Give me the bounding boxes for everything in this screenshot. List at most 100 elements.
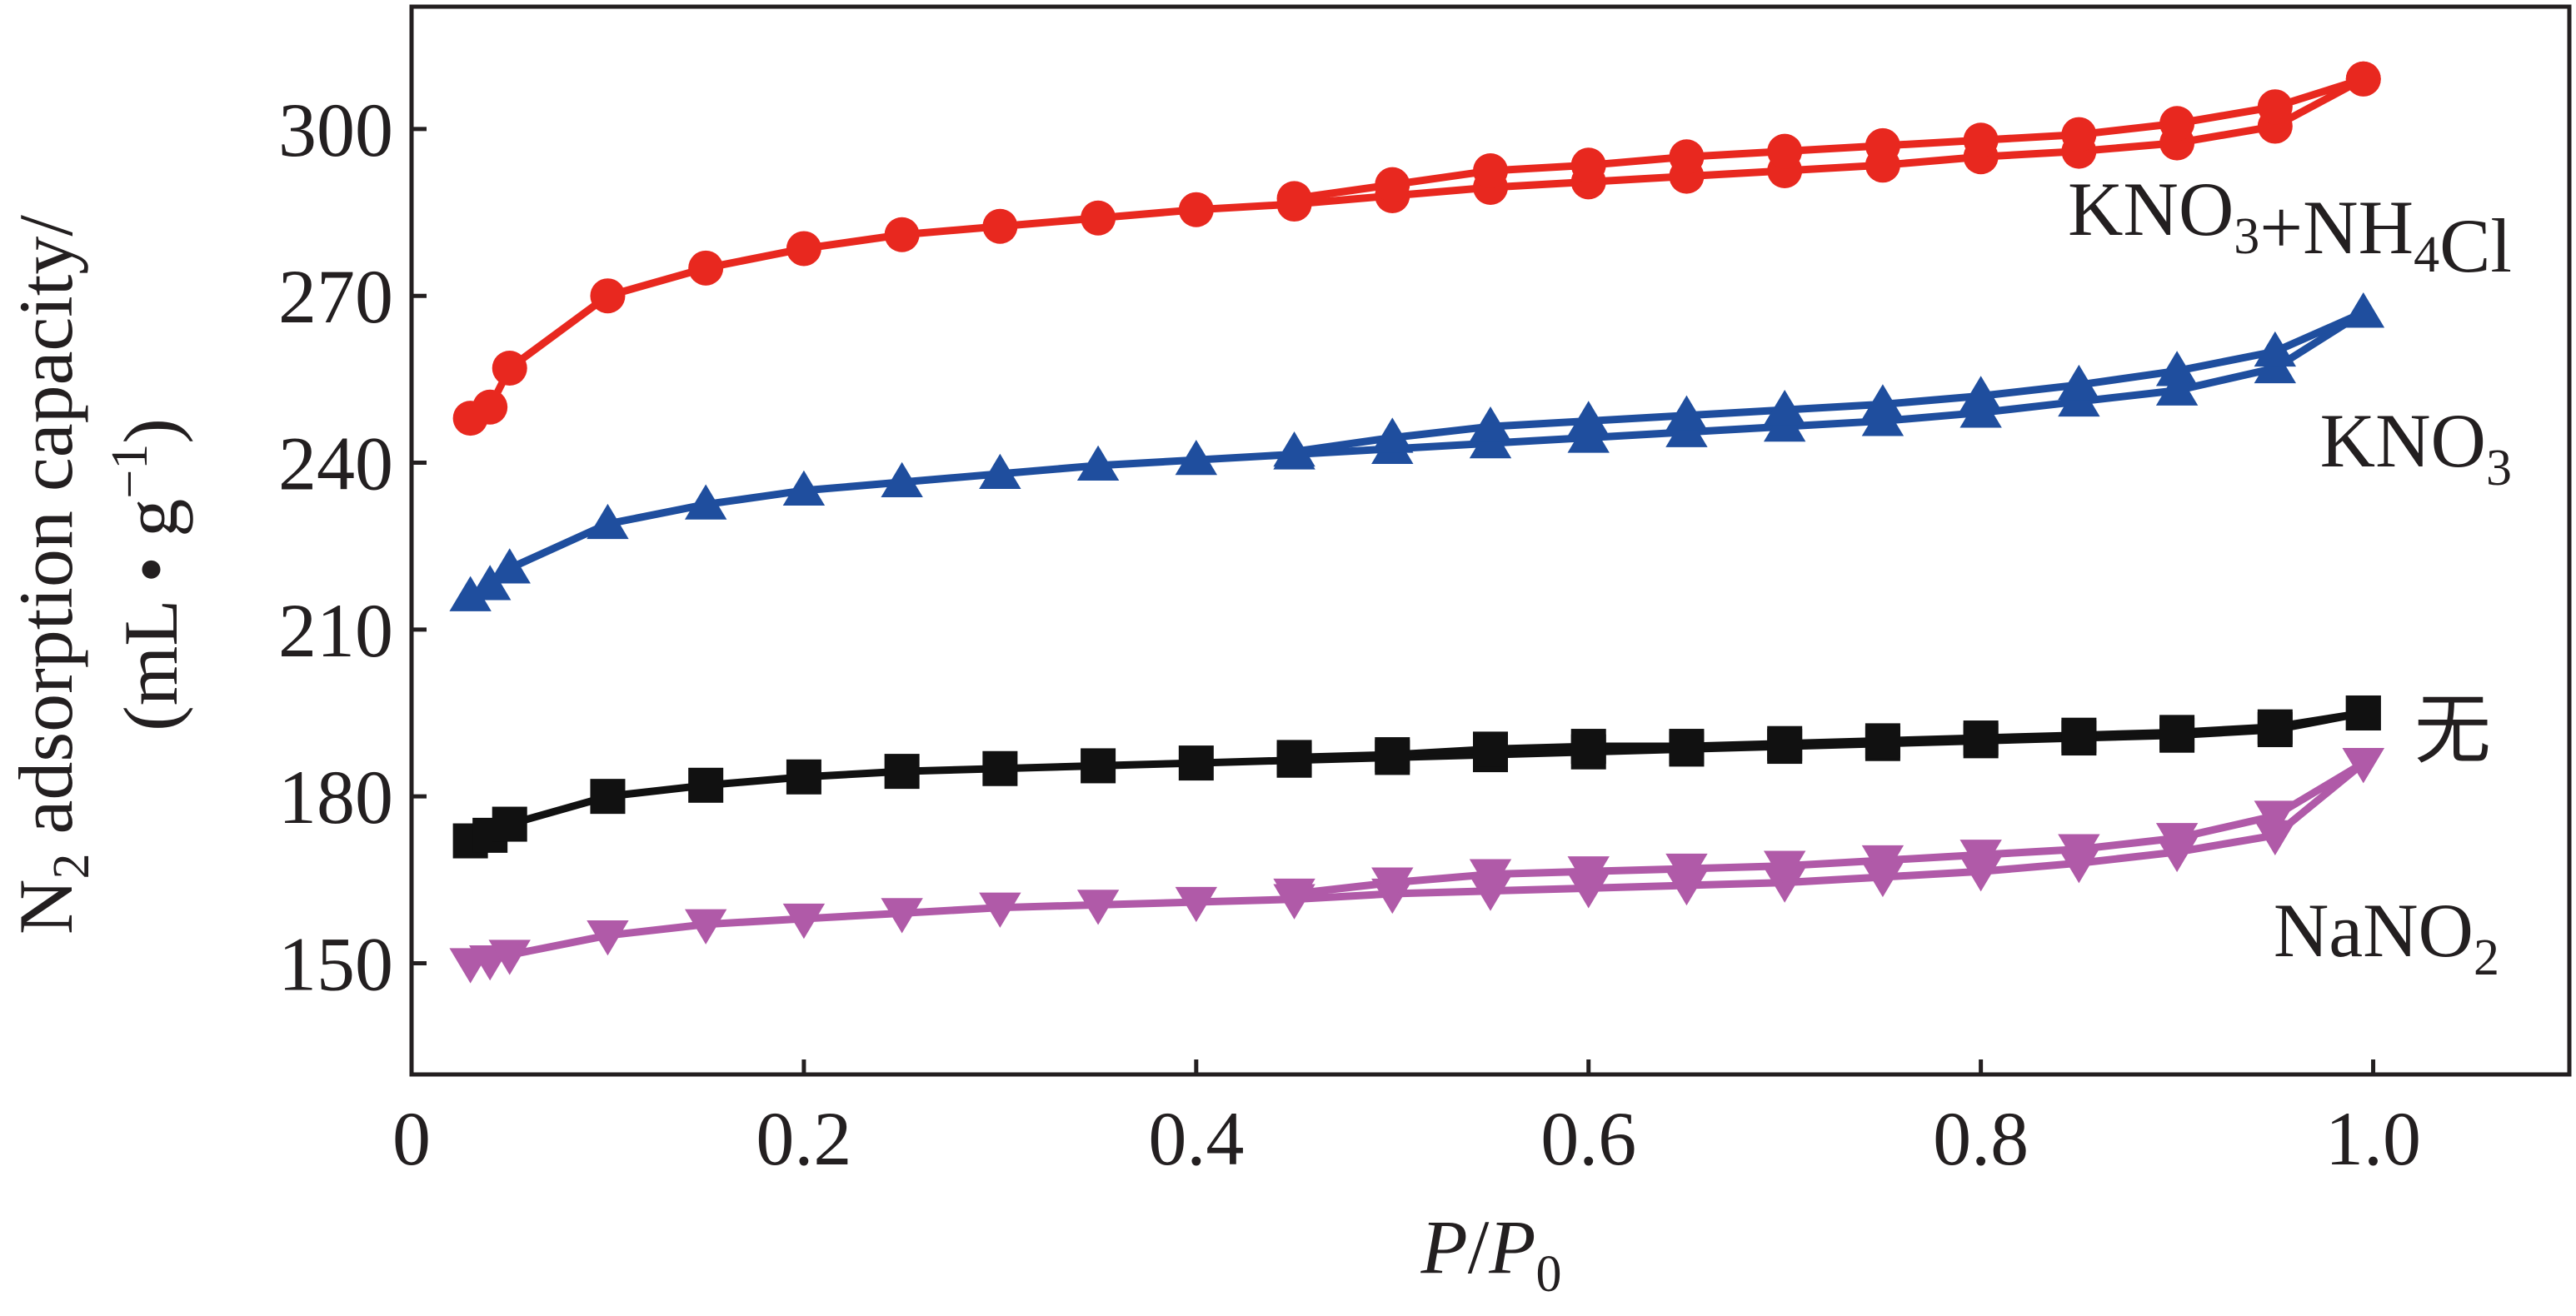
data-point-circle — [982, 208, 1018, 244]
data-point-circle — [1767, 133, 1803, 169]
adsorption-line — [470, 760, 2366, 967]
y-tick-label: 150 — [278, 921, 393, 1006]
data-point-triangle-down — [1273, 878, 1315, 915]
data-point-triangle-up — [979, 453, 1021, 489]
data-point-square — [1178, 745, 1214, 781]
data-point-triangle-down — [684, 909, 727, 945]
data-point-triangle-up — [1861, 384, 1905, 420]
data-point-square — [884, 754, 920, 790]
data-point-triangle-up — [782, 470, 826, 506]
data-point-circle — [1473, 152, 1508, 188]
x-axis-title: P/P0 — [1420, 1204, 1562, 1303]
data-point-triangle-down — [1567, 856, 1610, 892]
x-tick-label: 1.0 — [2325, 1096, 2421, 1181]
y-axis-title-rest: adsorption capacity/ — [3, 215, 88, 854]
data-point-square — [786, 759, 821, 795]
data-point-triangle-down — [587, 920, 629, 956]
data-point-square — [982, 750, 1018, 786]
data-point-square — [2345, 695, 2381, 730]
data-point-circle — [1375, 167, 1410, 202]
desorption-line — [1294, 760, 2366, 898]
series-group — [449, 747, 2384, 984]
data-point-square — [492, 806, 527, 842]
data-point-circle — [472, 389, 508, 425]
data-point-square — [1375, 737, 1410, 773]
data-point-triangle-down — [881, 898, 923, 934]
data-point-triangle-down — [1076, 890, 1120, 925]
data-point-triangle-down — [782, 903, 826, 940]
x-axis-title-sym: P — [1488, 1204, 1535, 1289]
data-point-square — [1081, 748, 1116, 784]
data-point-triangle-down — [1665, 853, 1708, 890]
x-axis-title-var: P — [1420, 1204, 1468, 1289]
data-point-circle — [2061, 117, 2097, 152]
data-point-square — [1473, 731, 1508, 767]
data-point-triangle-down — [1959, 840, 2002, 875]
data-point-triangle-down — [2254, 800, 2297, 836]
data-point-circle — [2257, 89, 2293, 125]
data-point-triangle-down — [2254, 820, 2297, 856]
data-point-triangle-down — [1763, 850, 1806, 886]
data-point-triangle-down — [1175, 886, 1218, 923]
data-point-triangle-down — [1861, 845, 1905, 881]
data-point-triangle-up — [1273, 431, 1315, 467]
series-label-part: 4 — [2414, 227, 2439, 283]
y-axis-title: N2 adsorption capacity/ (mL • g−1) — [3, 215, 193, 935]
axes-layer: 0 0.2 0.4 0.6 0.8 1.0 150 180 210 240 270 300 — [278, 4, 2572, 1181]
x-tick-label: 0.2 — [756, 1096, 851, 1181]
data-point-square — [2257, 709, 2293, 745]
data-point-square — [1767, 725, 1803, 761]
series-label: KNO3 — [2320, 398, 2512, 496]
data-point-triangle-up — [449, 576, 492, 611]
series-label-part: 无 — [2414, 688, 2491, 773]
data-point-circle — [492, 351, 527, 386]
data-point-circle — [1570, 147, 1606, 183]
data-point-square — [688, 767, 724, 803]
series-group — [452, 695, 2381, 859]
x-axis-title-slash: / — [1468, 1204, 1490, 1289]
x-axis-title-sub: 0 — [1535, 1246, 1561, 1303]
data-point-circle — [2345, 61, 2381, 97]
y-tick-label: 180 — [278, 755, 393, 840]
data-point-triangle-down — [1371, 867, 1414, 903]
adsorption-line — [468, 309, 2366, 600]
series-group — [452, 61, 2381, 436]
series-label-part: 3 — [2234, 208, 2259, 265]
series-label-part: +NH — [2259, 185, 2414, 270]
data-point-triangle-up — [1959, 376, 2002, 411]
y-axis-title-n-sub: 2 — [43, 853, 100, 879]
series-label-part: 3 — [2486, 440, 2512, 496]
series-label: NaNO2 — [2274, 888, 2499, 986]
data-point-square — [1963, 720, 1999, 756]
data-point-circle — [1178, 192, 1214, 227]
data-point-square — [2061, 717, 2097, 753]
data-point-circle — [688, 250, 724, 286]
plot-layer — [449, 61, 2384, 984]
y-tick-label: 300 — [278, 87, 393, 172]
data-point-triangle-down — [488, 940, 531, 975]
data-point-triangle-up — [488, 548, 531, 584]
data-point-circle — [590, 278, 626, 314]
y-tick-label: 270 — [278, 254, 393, 339]
data-point-triangle-up — [1665, 395, 1708, 431]
data-point-triangle-down — [979, 892, 1021, 928]
data-point-triangle-up — [1175, 440, 1218, 476]
data-point-triangle-down — [2058, 834, 2100, 870]
data-point-triangle-up — [684, 484, 727, 520]
x-tick-label: 0 — [392, 1096, 431, 1181]
data-point-triangle-up — [1469, 406, 1512, 442]
data-point-circle — [1276, 181, 1312, 217]
data-point-square — [1865, 723, 1900, 759]
x-tick-label: 0.8 — [1933, 1096, 2029, 1181]
y-axis-title-unit-close: ) — [108, 418, 193, 444]
series-group — [449, 292, 2384, 611]
data-point-circle — [1963, 122, 1999, 158]
data-point-triangle-down — [1469, 859, 1512, 895]
data-point-triangle-up — [2058, 364, 2100, 401]
series-label-part: KNO — [2320, 398, 2486, 483]
data-point-triangle-up — [1567, 401, 1610, 436]
data-point-triangle-up — [881, 461, 923, 498]
data-point-circle — [1669, 139, 1705, 175]
plot-frame — [409, 4, 2572, 1077]
